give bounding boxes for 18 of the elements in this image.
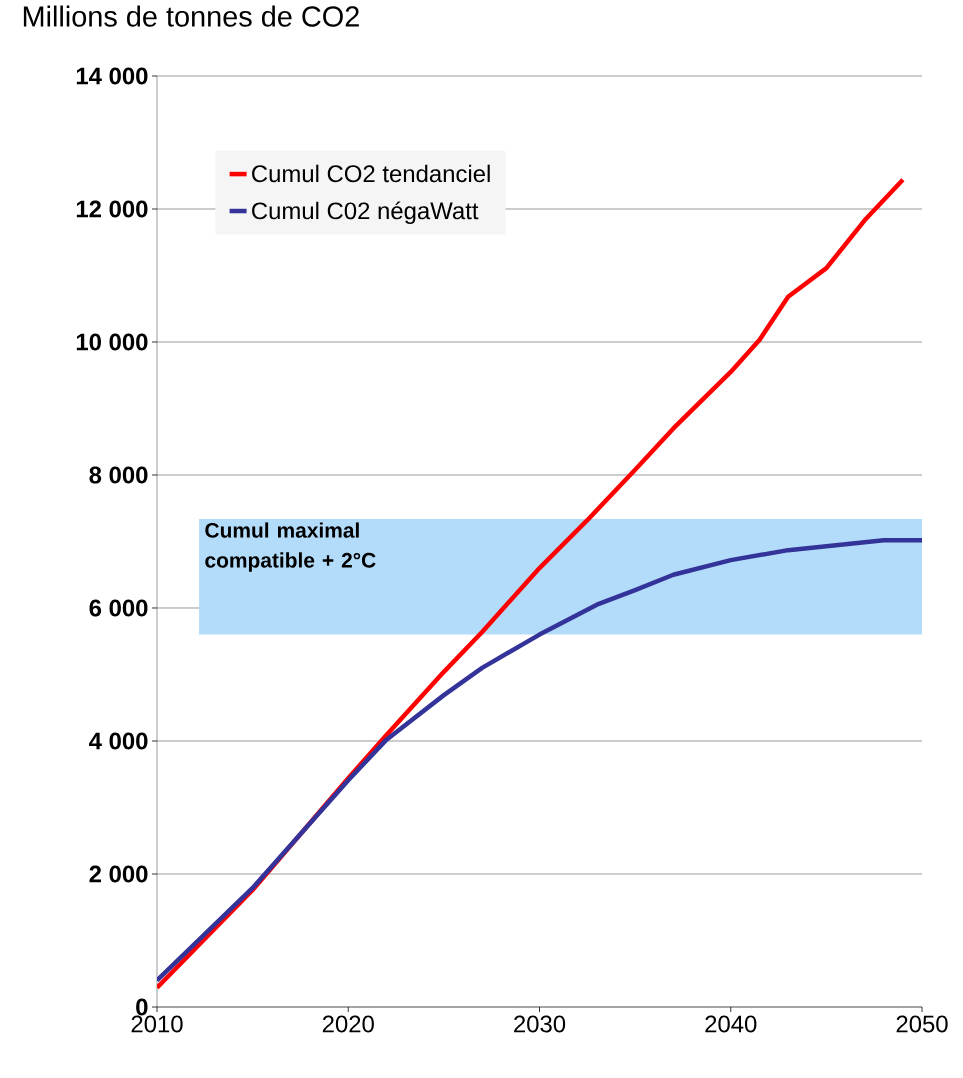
y-tick-label: 8 000 (89, 466, 148, 484)
y-tick-label: 2 000 (89, 865, 148, 883)
y-tick-label: 0 (136, 998, 148, 1016)
band-label: Cumul maximal compatible + 2°C (205, 522, 376, 572)
legend-label: Cumul C02 négaWatt (252, 201, 479, 225)
x-tick-label: 2050 (896, 1015, 948, 1033)
legend-label: Cumul CO2 tendanciel (252, 164, 490, 183)
y-tick-label: 10 000 (76, 333, 148, 351)
y-tick-label: 4 000 (89, 732, 148, 750)
y-tick-label: 14 000 (76, 67, 148, 85)
line-series (157, 537, 923, 983)
y-tick-label: 12 000 (76, 200, 148, 218)
y-axis-title: Millions de tonnes de CO2 (23, 5, 359, 27)
x-tick-label: 2020 (322, 1015, 374, 1033)
x-tick-label: 2010 (131, 1015, 183, 1033)
x-tick-label: 2040 (705, 1015, 757, 1033)
x-tick-label: 2030 (514, 1015, 566, 1033)
y-tick-label: 6 000 (89, 599, 148, 617)
